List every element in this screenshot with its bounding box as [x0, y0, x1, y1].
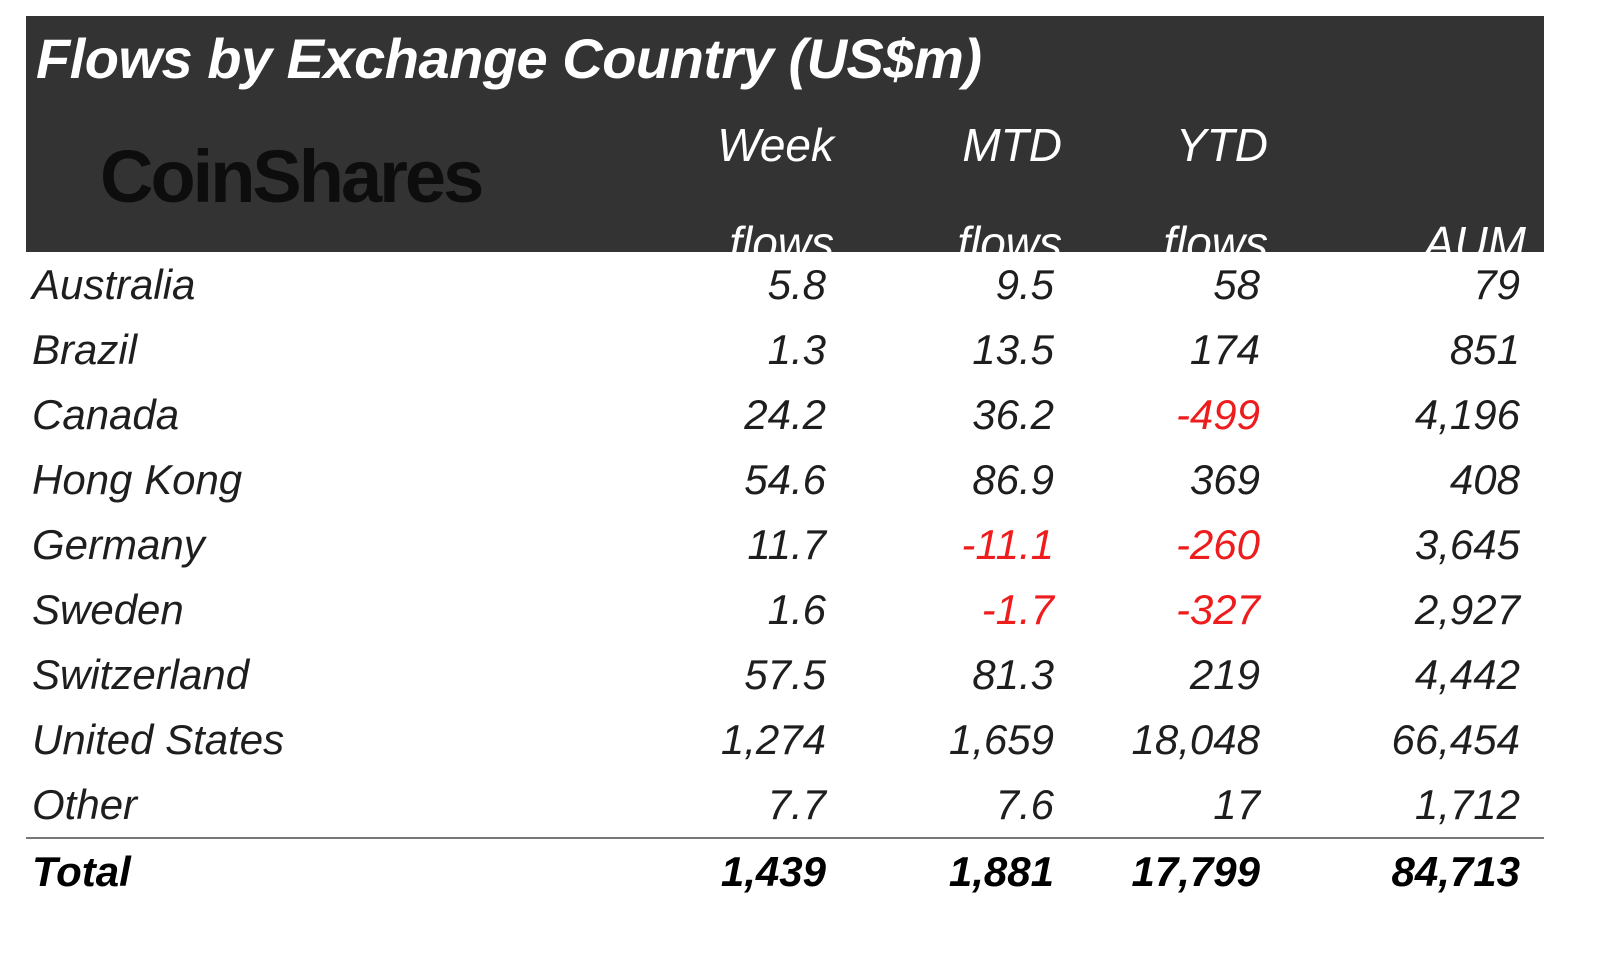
table-row: United States 1,274 1,659 18,048 66,454 — [26, 707, 1544, 772]
total-label: Total — [32, 848, 131, 895]
country-name: Other — [32, 781, 138, 828]
column-header-line1: MTD — [962, 119, 1062, 171]
week-flows-value: 24.2 — [744, 391, 826, 438]
column-header-week: Week flows — [717, 122, 834, 266]
week-flows-value: 54.6 — [744, 456, 826, 503]
column-header-line2: flows — [957, 217, 1062, 269]
ytd-flows-value: -327 — [1175, 586, 1260, 633]
week-flows-value: 11.7 — [747, 521, 826, 568]
week-flows-value: 5.8 — [767, 261, 826, 308]
ytd-flows-value: 219 — [1189, 651, 1260, 698]
table-title: Flows by Exchange Country (US$m) — [36, 27, 982, 90]
aum-value: 79 — [1473, 261, 1520, 308]
table-row: Brazil 1.3 13.5 174 851 — [26, 317, 1544, 382]
total-aum: 84,713 — [1391, 848, 1520, 895]
mtd-flows-value: 1,659 — [948, 716, 1054, 763]
mtd-flows-value: -1.7 — [981, 586, 1054, 633]
ytd-flows-value: 58 — [1213, 261, 1260, 308]
table-row: Hong Kong 54.6 86.9 369 408 — [26, 447, 1544, 512]
mtd-flows-value: -11.1 — [961, 521, 1054, 568]
column-header-line1 — [1424, 122, 1526, 168]
country-name: United States — [32, 716, 285, 763]
week-flows-value: 1.6 — [767, 586, 826, 633]
country-name: Canada — [32, 391, 180, 438]
column-header-aum: AUM — [1424, 122, 1526, 266]
ytd-flows-value: 18,048 — [1131, 716, 1260, 763]
aum-value: 4,196 — [1414, 391, 1520, 438]
country-name: Brazil — [32, 326, 138, 373]
column-header-line2: flows — [1163, 217, 1268, 269]
coinshares-logo: CoinShares — [100, 135, 484, 218]
ytd-flows-value: 17 — [1213, 781, 1260, 828]
mtd-flows-value: 7.6 — [995, 781, 1054, 828]
table-row: Canada 24.2 36.2 -499 4,196 — [26, 382, 1544, 447]
ytd-flows-value: 174 — [1189, 326, 1260, 373]
total-divider — [26, 837, 1544, 839]
country-name: Germany — [32, 521, 205, 568]
table-row: Germany 11.7 -11.1 -260 3,645 — [26, 512, 1544, 577]
table-body: Australia 5.8 9.5 58 79 Brazil 1.3 13.5 174 851 Ca… — [26, 252, 1544, 837]
column-header-line1: YTD — [1176, 119, 1268, 171]
country-name: Switzerland — [32, 651, 250, 698]
country-name: Sweden — [32, 586, 184, 633]
column-header-ytd: YTD flows — [1163, 122, 1268, 266]
mtd-flows-value: 36.2 — [972, 391, 1054, 438]
aum-value: 4,442 — [1414, 651, 1520, 698]
week-flows-value: 1.3 — [767, 326, 826, 373]
ytd-flows-value: -499 — [1175, 391, 1260, 438]
total-mtd-flows: 1,881 — [948, 848, 1054, 895]
table-header: Flows by Exchange Country (US$m) CoinSha… — [26, 16, 1544, 266]
mtd-flows-value: 81.3 — [972, 651, 1054, 698]
week-flows-value: 57.5 — [744, 651, 826, 698]
ytd-flows-value: 369 — [1189, 456, 1260, 503]
mtd-flows-value: 86.9 — [972, 456, 1054, 503]
total-row: Total 1,439 1,881 17,799 84,713 — [26, 839, 1544, 904]
aum-value: 3,645 — [1414, 521, 1520, 568]
column-header-mtd: MTD flows — [957, 122, 1062, 266]
aum-value: 851 — [1449, 326, 1520, 373]
total-ytd-flows: 17,799 — [1131, 848, 1260, 895]
table-row: Australia 5.8 9.5 58 79 — [26, 252, 1544, 317]
column-header-line1: Week — [717, 119, 834, 171]
flows-table: Flows by Exchange Country (US$m) CoinSha… — [26, 16, 1544, 904]
aum-value: 66,454 — [1391, 716, 1520, 763]
aum-value: 1,712 — [1414, 781, 1520, 828]
total-week-flows: 1,439 — [720, 848, 826, 895]
table-row: Other 7.7 7.6 17 1,712 — [26, 772, 1544, 837]
column-header-line2: AUM — [1423, 217, 1526, 269]
week-flows-value: 1,274 — [720, 716, 826, 763]
column-header-line2: flows — [729, 217, 834, 269]
table-row: Sweden 1.6 -1.7 -327 2,927 — [26, 577, 1544, 642]
country-name: Hong Kong — [32, 456, 243, 503]
aum-value: 2,927 — [1414, 586, 1520, 633]
week-flows-value: 7.7 — [767, 781, 826, 828]
table-row: Switzerland 57.5 81.3 219 4,442 — [26, 642, 1544, 707]
mtd-flows-value: 9.5 — [995, 261, 1054, 308]
country-name: Australia — [32, 261, 196, 308]
ytd-flows-value: -260 — [1175, 521, 1260, 568]
mtd-flows-value: 13.5 — [972, 326, 1054, 373]
aum-value: 408 — [1449, 456, 1520, 503]
